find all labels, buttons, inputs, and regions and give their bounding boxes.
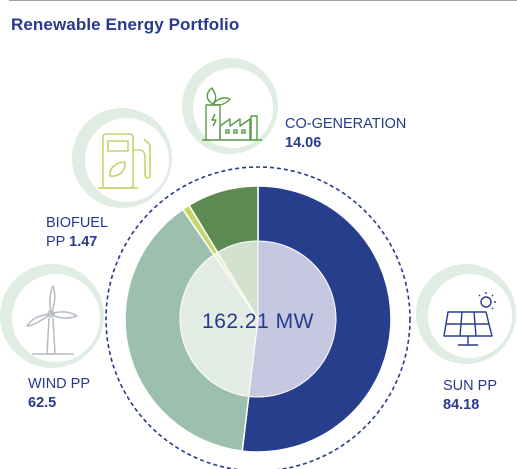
legend-cogeneration-name: CO-GENERATION: [285, 116, 407, 132]
legend-sun-value: 84.18: [443, 397, 480, 413]
factory-icon: [182, 58, 278, 154]
legend-wind-name: WIND PP: [28, 376, 91, 392]
chart-title: Renewable Energy Portfolio: [11, 15, 240, 34]
legend-sun: SUN PP 84.18: [443, 377, 497, 415]
legend-biofuel: BIOFUEL PP 1.47: [46, 214, 108, 252]
legend-cogeneration: CO-GENERATION 14.06: [285, 115, 406, 153]
slice-inner-sun: [248, 240, 337, 398]
legend-wind: WIND PP 62.5: [28, 375, 90, 413]
total-capacity-label: 162.21 MW: [202, 310, 314, 333]
solar-panel-icon: [416, 264, 516, 364]
legend-biofuel-name-line2: PP: [46, 234, 66, 250]
legend-biofuel-name: BIOFUEL: [46, 215, 109, 231]
dashed-ring: [105, 166, 411, 469]
legend-wind-value: 62.5: [28, 395, 57, 411]
wind-turbine-icon: [0, 264, 104, 368]
slice-inner-wind: [179, 253, 259, 398]
fuel-pump-icon: [72, 108, 172, 208]
top-rule: [9, 0, 517, 1]
slice-inner-cogeneration: [216, 240, 259, 321]
legend-sun-name: SUN PP: [443, 378, 497, 394]
legend-cogeneration-value: 14.06: [285, 135, 322, 151]
legend-biofuel-value: 1.47: [69, 234, 98, 250]
